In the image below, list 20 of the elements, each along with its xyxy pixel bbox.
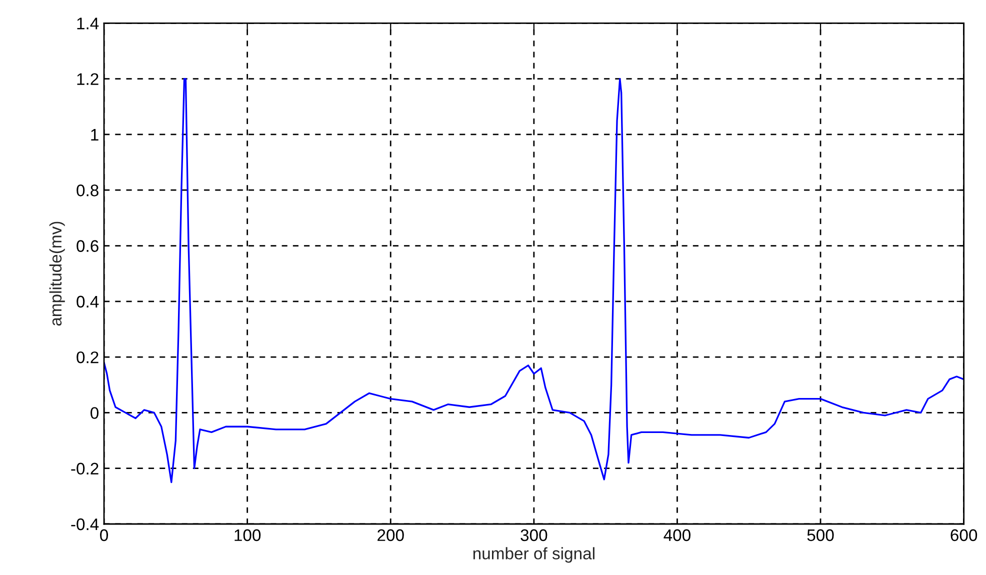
x-tick-label: 100	[234, 529, 261, 542]
y-tick-label: 0.8	[76, 184, 98, 196]
x-tick-label: 300	[520, 529, 548, 542]
x-tick-label: 0	[100, 529, 108, 542]
x-tick-label: 500	[807, 529, 834, 542]
y-axis-title: amplitude(mv)	[49, 222, 65, 326]
y-tick-label: -0.4	[71, 518, 99, 530]
y-tick-label: 0.6	[76, 240, 98, 252]
x-tick-label: 600	[950, 529, 978, 542]
y-tick-label: 1.2	[77, 73, 98, 85]
y-tick-label: 1.4	[77, 18, 99, 30]
x-tick-label: 200	[378, 529, 404, 542]
line-series	[104, 78, 964, 484]
y-tick-label: 1	[91, 129, 98, 141]
x-tick-label: 400	[664, 529, 690, 542]
y-tick-label: 0.4	[76, 296, 99, 308]
y-tick-label: -0.2	[71, 462, 98, 475]
y-tick-label: 0	[90, 407, 99, 419]
x-axis-title: number of signal	[473, 547, 594, 563]
y-tick-label: 0.2	[76, 351, 98, 364]
